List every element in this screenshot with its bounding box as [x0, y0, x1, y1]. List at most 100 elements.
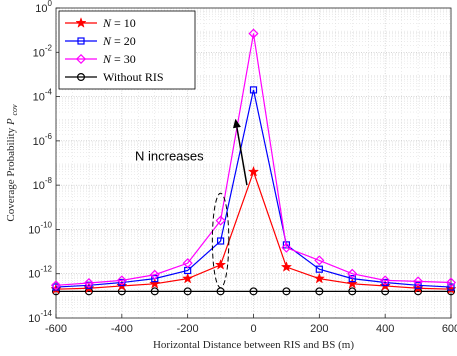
x-tick-label: 200	[310, 323, 328, 335]
series-line	[55, 33, 452, 286]
legend-label: N = 10	[102, 16, 136, 30]
legend-entry: Without RIS	[65, 70, 164, 84]
star-marker	[280, 261, 293, 272]
y-tick-exponent: -14	[40, 309, 52, 318]
y-tick-exponent: -6	[45, 132, 53, 141]
legend-variable: N	[102, 34, 114, 48]
legend-entry: N = 30	[65, 52, 136, 66]
legend-label: Without RIS	[103, 70, 164, 84]
y-axis-label: Coverage Probability P cov	[5, 104, 19, 222]
y-tick-exponent: 0	[48, 0, 53, 8]
y-tick-base: 10	[28, 269, 40, 281]
square-marker	[77, 37, 85, 45]
y-tick-exponent: -8	[45, 176, 53, 185]
diamond-marker	[413, 276, 424, 287]
star-marker	[445, 283, 457, 295]
square-marker	[151, 275, 159, 283]
circle-marker	[150, 287, 159, 296]
legend-value: = 30	[114, 52, 136, 66]
diamond-marker	[248, 28, 259, 39]
x-axis-ticks: -600 -400 -200 0 200 400 600	[45, 314, 457, 335]
legend-value: = 20	[114, 34, 136, 48]
y-tick-label: 10-4	[33, 88, 53, 104]
series-1	[52, 86, 455, 291]
y-tick-exponent: -4	[45, 88, 53, 97]
y-tick-base: 10	[33, 180, 45, 192]
square-marker	[216, 237, 225, 245]
x-tick-label: -600	[45, 323, 67, 335]
legend-label: N = 30	[102, 52, 136, 66]
square-marker	[348, 275, 356, 283]
square-marker	[315, 265, 323, 273]
diamond-marker	[50, 280, 62, 291]
legend-entry: N = 20	[65, 34, 136, 48]
annotation-arrow	[236, 127, 248, 186]
square-marker	[414, 281, 422, 289]
circle-marker	[348, 287, 357, 296]
y-tick-exponent: -2	[45, 43, 53, 52]
diamond-marker	[149, 269, 160, 280]
y-tick-base: 10	[35, 3, 47, 15]
square-marker	[447, 283, 455, 291]
diamond-marker	[314, 255, 325, 266]
legend-variable: N	[102, 52, 114, 66]
star-marker	[75, 17, 87, 28]
annotation-layer: N increases	[135, 118, 248, 289]
diamond-marker	[281, 242, 292, 253]
diamond-marker	[445, 277, 457, 288]
diamond-marker	[380, 275, 391, 286]
y-tick-exponent: -10	[40, 220, 52, 229]
legend-variable: N	[102, 16, 114, 30]
square-marker	[118, 278, 126, 287]
x-tick-label: 0	[250, 323, 256, 335]
y-tick-label: 10-10	[28, 220, 52, 236]
diamond-marker	[116, 275, 127, 286]
y-tick-exponent: -12	[40, 265, 52, 274]
y-tick-label: 10-8	[33, 176, 53, 192]
y-axis-label-main: Coverage Probability	[5, 127, 17, 221]
diamond-marker	[347, 268, 358, 279]
diamond-marker	[182, 258, 193, 269]
star-marker	[313, 272, 325, 284]
circle-marker	[183, 287, 192, 296]
x-tick-label: 400	[376, 323, 394, 335]
y-tick-base: 10	[33, 136, 45, 148]
star-marker	[214, 258, 227, 270]
star-marker	[149, 277, 161, 289]
y-tick-label: 10-6	[33, 132, 53, 148]
circle-marker	[315, 287, 324, 296]
series-layer	[50, 28, 457, 296]
x-axis-label: Horizontal Distance between RIS and BS (…	[153, 339, 354, 351]
series-line	[55, 89, 452, 288]
y-tick-base: 10	[33, 92, 45, 104]
x-tick-label: -200	[177, 323, 199, 335]
y-tick-label: 10-2	[33, 43, 53, 59]
circle-marker	[249, 287, 258, 296]
diamond-marker	[83, 277, 94, 289]
annotation-arrowhead	[232, 118, 241, 129]
legend-label: N = 20	[102, 34, 136, 48]
star-marker	[346, 277, 358, 289]
annotation-text: N increases	[135, 148, 204, 163]
diamond-marker	[215, 215, 226, 226]
y-tick-label: 10-14	[28, 309, 52, 325]
y-tick-base: 10	[28, 313, 40, 325]
series-2	[50, 28, 457, 291]
circle-marker	[282, 287, 291, 296]
square-marker	[249, 86, 258, 94]
legend-value: = 10	[114, 16, 136, 30]
y-axis-label-subscript: cov	[10, 104, 19, 116]
legend-value: Without RIS	[103, 70, 164, 84]
y-tick-label: 10-12	[28, 265, 52, 281]
star-marker	[247, 165, 260, 177]
x-tick-label: -400	[111, 323, 133, 335]
y-tick-label: 100	[35, 0, 52, 15]
legend-entry: N = 10	[65, 16, 136, 30]
square-marker	[85, 281, 93, 289]
diamond-marker	[75, 53, 87, 65]
y-tick-base: 10	[33, 47, 45, 59]
y-tick-base: 10	[28, 224, 40, 236]
